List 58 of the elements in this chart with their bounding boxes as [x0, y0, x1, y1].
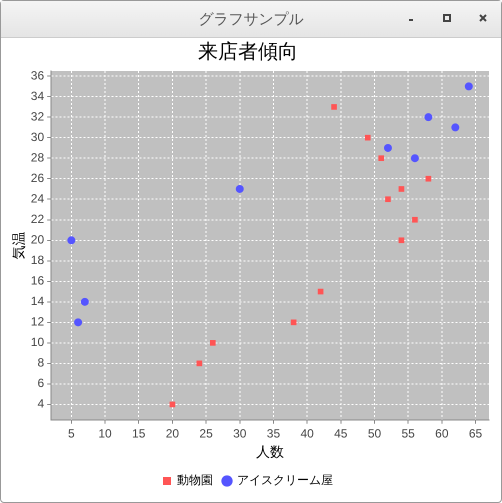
- legend-label: 動物園: [177, 473, 213, 488]
- point: [398, 186, 404, 192]
- y-tick-label: 26: [30, 171, 44, 186]
- point: [331, 104, 337, 110]
- y-tick-label: 24: [30, 192, 44, 206]
- y-tick-label: 14: [30, 294, 44, 308]
- x-axis-title: 人数: [256, 443, 284, 460]
- point: [378, 155, 384, 162]
- y-tick-label: 12: [30, 314, 44, 329]
- point: [170, 402, 176, 408]
- y-tick-label: 8: [37, 356, 44, 370]
- y-tick-label: 4: [37, 396, 44, 411]
- point: [384, 144, 392, 152]
- point: [196, 360, 202, 366]
- y-tick-label: 22: [30, 212, 44, 226]
- point: [290, 320, 296, 326]
- x-tick-label: 15: [132, 426, 146, 440]
- y-axis-title: 気温: [10, 231, 26, 260]
- chart-title: 来店者傾向: [198, 39, 298, 64]
- point: [426, 176, 432, 182]
- y-tick-label: 6: [37, 376, 44, 390]
- point: [236, 184, 244, 193]
- point: [318, 288, 324, 294]
- point: [67, 236, 76, 244]
- point: [398, 237, 404, 244]
- y-tick-label: 20: [30, 232, 44, 247]
- point: [210, 340, 216, 346]
- point: [424, 113, 432, 122]
- x-tick-label: 50: [368, 426, 382, 440]
- text: グラフサンプル: [198, 10, 304, 29]
- point: [464, 82, 473, 90]
- point: [412, 216, 418, 223]
- y-tick-label: 32: [30, 109, 44, 124]
- point: [451, 123, 460, 132]
- y-tick-label: 36: [30, 68, 44, 82]
- x-tick-label: 35: [266, 426, 280, 440]
- x-tick-label: 20: [166, 426, 180, 440]
- y-tick-label: 34: [30, 88, 44, 103]
- point: [385, 196, 391, 202]
- x-tick-label: 5: [68, 426, 76, 440]
- x-tick-label: 10: [98, 426, 112, 440]
- y-tick-label: 16: [30, 274, 44, 288]
- point: [80, 298, 89, 306]
- x-tick-label: 45: [334, 426, 348, 440]
- point: [410, 154, 419, 162]
- legend-label: アイスクリーム屋: [237, 473, 333, 488]
- y-tick-label: 30: [30, 130, 44, 144]
- x-tick-label: 65: [468, 426, 483, 440]
- x-tick-label: 55: [401, 426, 416, 440]
- y-tick-label: 10: [30, 335, 44, 350]
- point: [364, 134, 371, 141]
- x-tick-label: 60: [435, 426, 449, 440]
- x-tick-label: 40: [300, 426, 314, 440]
- y-tick-label: 28: [30, 150, 44, 165]
- x-tick-label: 30: [233, 426, 247, 440]
- point: [74, 318, 82, 326]
- x-tick-label: 25: [199, 426, 214, 440]
- y-tick-label: 18: [30, 253, 44, 268]
